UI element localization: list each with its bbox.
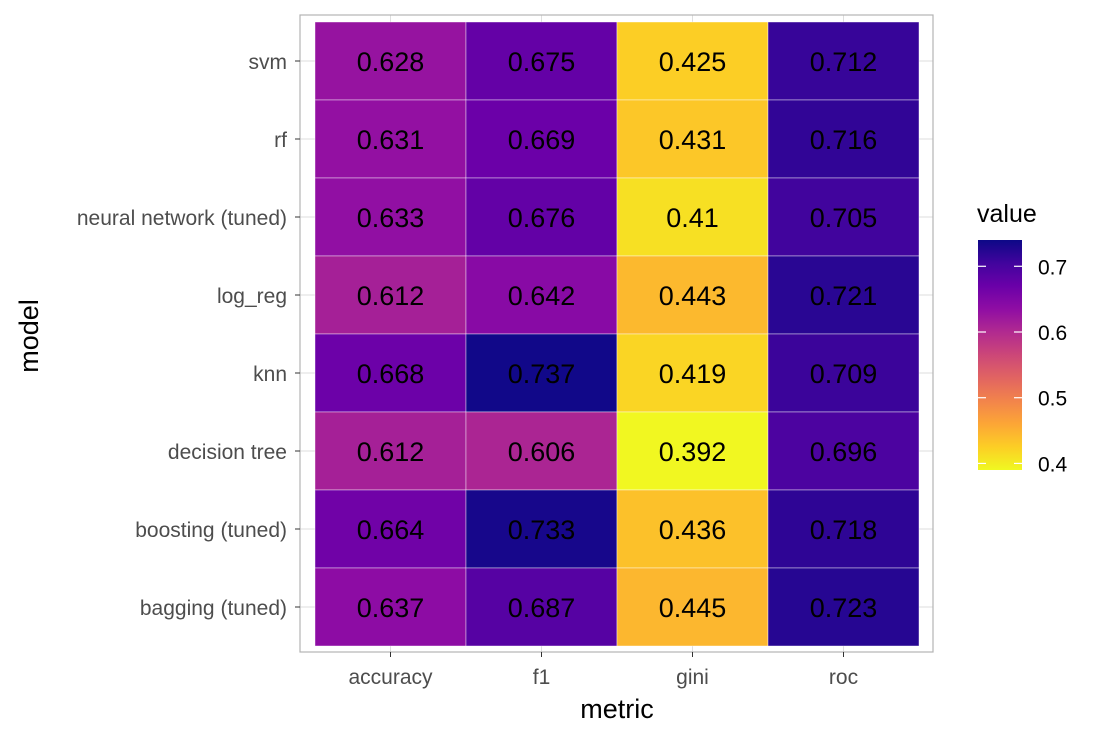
cell-value-label: 0.637 (357, 593, 425, 623)
cell-value-label: 0.392 (659, 437, 727, 467)
heatmap-cell (616, 255, 769, 335)
heatmap-cell (616, 99, 769, 179)
heatmap-cell (616, 411, 769, 491)
cell-value-label: 0.733 (508, 515, 576, 545)
heatmap-cell (314, 21, 467, 101)
cell-value-label: 0.664 (357, 515, 425, 545)
cell-value-label: 0.718 (810, 515, 878, 545)
panel-border (299, 14, 934, 653)
heatmap-cell (465, 333, 618, 413)
heatmap-cell (465, 411, 618, 491)
heatmap-cell (767, 255, 920, 335)
legend-title: value (977, 200, 1037, 228)
legend-tick-label: 0.6 (1038, 322, 1067, 345)
y-axis-title: model (14, 299, 44, 373)
heatmap-cell (314, 567, 467, 647)
heatmap-cell (767, 177, 920, 257)
y-tick-label: decision tree (168, 441, 287, 464)
cell-value-label: 0.445 (659, 593, 727, 623)
legend-colorbar (978, 240, 1022, 470)
x-tick-label: roc (829, 666, 858, 689)
heatmap-cell (314, 333, 467, 413)
heatmap-cell (314, 177, 467, 257)
heatmap-cell (465, 567, 618, 647)
x-tick-label: gini (676, 666, 709, 689)
cell-value-label: 0.443 (659, 281, 727, 311)
y-tick-label: svm (249, 51, 288, 74)
x-axis-tick-labels: accuracy f1 gini roc (348, 652, 858, 689)
cell-value-label: 0.612 (357, 281, 425, 311)
heatmap-cells: 0.628 0.675 0.425 0.712 0.631 0.669 0.431 0.716… (314, 21, 920, 647)
heatmap-cell (767, 411, 920, 491)
x-tick-label: f1 (533, 666, 551, 689)
heatmap-cell (465, 255, 618, 335)
cell-value-label: 0.712 (810, 47, 878, 77)
y-tick-label: boosting (tuned) (135, 519, 287, 542)
cell-value-label: 0.431 (659, 125, 727, 155)
heatmap-cell (465, 99, 618, 179)
heatmap-cell (314, 255, 467, 335)
cell-value-label: 0.606 (508, 437, 576, 467)
cell-value-label: 0.737 (508, 359, 576, 389)
cell-value-label: 0.436 (659, 515, 727, 545)
y-tick-label: bagging (tuned) (140, 597, 287, 620)
cell-value-label: 0.723 (810, 593, 878, 623)
cell-value-label: 0.721 (810, 281, 878, 311)
legend-tick-label: 0.7 (1038, 256, 1067, 279)
cell-value-label: 0.668 (357, 359, 425, 389)
x-tick-label: accuracy (348, 666, 433, 689)
cell-value-label: 0.41 (666, 203, 719, 233)
y-tick-label: knn (253, 363, 287, 386)
cell-value-label: 0.628 (357, 47, 425, 77)
heatmap-cell (465, 177, 618, 257)
cell-value-label: 0.705 (810, 203, 878, 233)
y-tick-label: log_reg (217, 285, 287, 308)
heatmap-cell (314, 411, 467, 491)
heatmap-cell (767, 567, 920, 647)
cell-value-label: 0.631 (357, 125, 425, 155)
y-tick-label: neural network (tuned) (77, 207, 287, 230)
heatmap-cell (767, 333, 920, 413)
x-axis-title: metric (580, 694, 654, 724)
cell-value-label: 0.696 (810, 437, 878, 467)
heatmap-cell (616, 489, 769, 569)
cell-value-label: 0.419 (659, 359, 727, 389)
cell-value-label: 0.633 (357, 203, 425, 233)
cell-value-label: 0.669 (508, 125, 576, 155)
color-legend: value 0.4 0.5 0.6 0.7 (977, 200, 1068, 476)
cell-value-label: 0.675 (508, 47, 576, 77)
heatmap-cell (767, 489, 920, 569)
heatmap-cell (767, 99, 920, 179)
cell-value-label: 0.687 (508, 593, 576, 623)
cell-value-label: 0.676 (508, 203, 576, 233)
legend-tick-label: 0.4 (1038, 453, 1068, 476)
heatmap-cell (314, 489, 467, 569)
heatmap-cell (465, 489, 618, 569)
cell-value-label: 0.425 (659, 47, 727, 77)
cell-value-label: 0.612 (357, 437, 425, 467)
cell-value-label: 0.716 (810, 125, 878, 155)
heatmap-cell (314, 99, 467, 179)
cell-value-label: 0.642 (508, 281, 576, 311)
legend-tick-label: 0.5 (1038, 388, 1067, 411)
cell-value-label: 0.709 (810, 359, 878, 389)
heatmap-cell (616, 567, 769, 647)
y-tick-label: rf (274, 129, 287, 152)
